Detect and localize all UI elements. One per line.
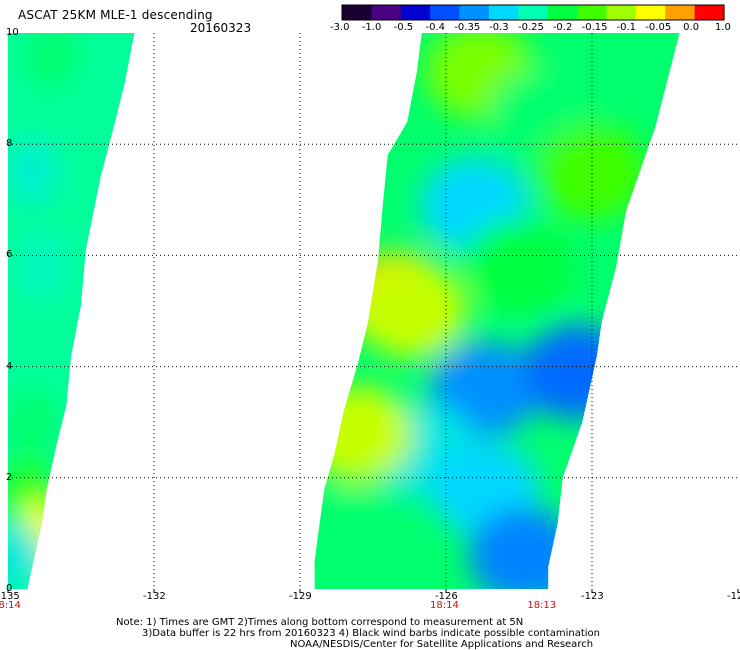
colorbar-tick-label: -0.05 bbox=[645, 22, 672, 33]
x-tick-label: -132 bbox=[143, 591, 166, 602]
y-tick-label: 10 bbox=[6, 27, 19, 38]
swath-right-region-12 bbox=[314, 385, 414, 482]
colorbar-segment-1 bbox=[371, 5, 402, 20]
chart-date: 20160323 bbox=[190, 21, 252, 35]
y-tick-label: 0 bbox=[6, 583, 13, 594]
x-tick-label: -120 bbox=[727, 591, 740, 602]
colorbar-segment-12 bbox=[694, 5, 725, 20]
chart-title: ASCAT 25KM MLE-1 descending bbox=[18, 8, 213, 22]
swath-left-region-2 bbox=[16, 232, 69, 301]
time-label: 18:14 bbox=[430, 600, 459, 611]
colorbar-tick-label: -1.0 bbox=[361, 22, 382, 33]
colorbar-tick-label: -0.35 bbox=[454, 22, 481, 33]
colorbar-tick-label: -0.3 bbox=[489, 22, 509, 33]
swath-right-region-11 bbox=[468, 507, 579, 589]
colorbar-tick-label: 1.0 bbox=[715, 22, 731, 33]
note-line-1: Note: 1) Times are GMT 2)Times along bot… bbox=[116, 617, 524, 628]
swath-right-region-3 bbox=[537, 124, 647, 220]
swath-left-region-1 bbox=[8, 138, 59, 206]
note-line-2: 3)Data buffer is 22 hrs from 20160323 4)… bbox=[142, 628, 600, 639]
swath-left-region-0 bbox=[25, 33, 78, 90]
swath-right-region-6 bbox=[356, 263, 467, 359]
colorbar-segment-11 bbox=[665, 5, 696, 20]
colorbar-segment-2 bbox=[400, 5, 431, 20]
time-label: 18:13 bbox=[527, 600, 557, 611]
colorbar-tick-label: -0.5 bbox=[393, 22, 414, 33]
x-tick-label: -135 bbox=[0, 591, 20, 602]
x-tick-label: -126 bbox=[435, 591, 458, 602]
colorbar-tick-label: -0.25 bbox=[518, 22, 544, 33]
swath-left bbox=[8, 33, 135, 589]
swath-right-region-13 bbox=[314, 485, 409, 582]
note-line-3: NOAA/NESDIS/Center for Satellite Applica… bbox=[290, 639, 594, 650]
colorbar-segment-6 bbox=[518, 5, 549, 20]
x-tick-label: -123 bbox=[581, 591, 604, 602]
y-tick-label: 6 bbox=[6, 249, 13, 261]
colorbar-tick-label: -0.1 bbox=[616, 22, 637, 33]
y-tick-label: 4 bbox=[6, 360, 13, 372]
colorbar bbox=[341, 4, 725, 21]
colorbar-tick-label: -0.15 bbox=[581, 22, 608, 33]
colorbar-tick-label: -0.4 bbox=[425, 22, 446, 33]
time-label: 18:14 bbox=[0, 600, 21, 611]
colorbar-tick-label: 0.0 bbox=[683, 22, 700, 33]
colorbar-segment-4 bbox=[459, 5, 490, 20]
swath-right bbox=[314, 33, 680, 589]
colorbar-tick-label: -0.2 bbox=[552, 22, 573, 33]
swath-left-region-3 bbox=[8, 310, 54, 379]
y-tick-label: 8 bbox=[6, 138, 13, 150]
swath-right-region-7 bbox=[429, 340, 540, 437]
colorbar-tick-label: -3.0 bbox=[330, 22, 350, 33]
colorbar-segment-8 bbox=[577, 5, 608, 20]
swath-right-region-8 bbox=[522, 324, 633, 421]
colorbar-segment-9 bbox=[606, 5, 637, 20]
x-tick-label: -129 bbox=[289, 591, 312, 602]
colorbar-segment-7 bbox=[547, 5, 578, 20]
swath-right-region-4 bbox=[464, 218, 574, 315]
colorbar-border bbox=[341, 4, 725, 21]
colorbar-segment-3 bbox=[430, 5, 461, 20]
colorbar-segment-10 bbox=[635, 5, 666, 20]
swath-left-region-7 bbox=[8, 521, 44, 589]
swath-left-region-4 bbox=[8, 388, 59, 457]
colorbar-segment-0 bbox=[342, 5, 372, 20]
y-tick-label: 2 bbox=[6, 471, 13, 483]
colorbar-segment-5 bbox=[488, 5, 519, 20]
